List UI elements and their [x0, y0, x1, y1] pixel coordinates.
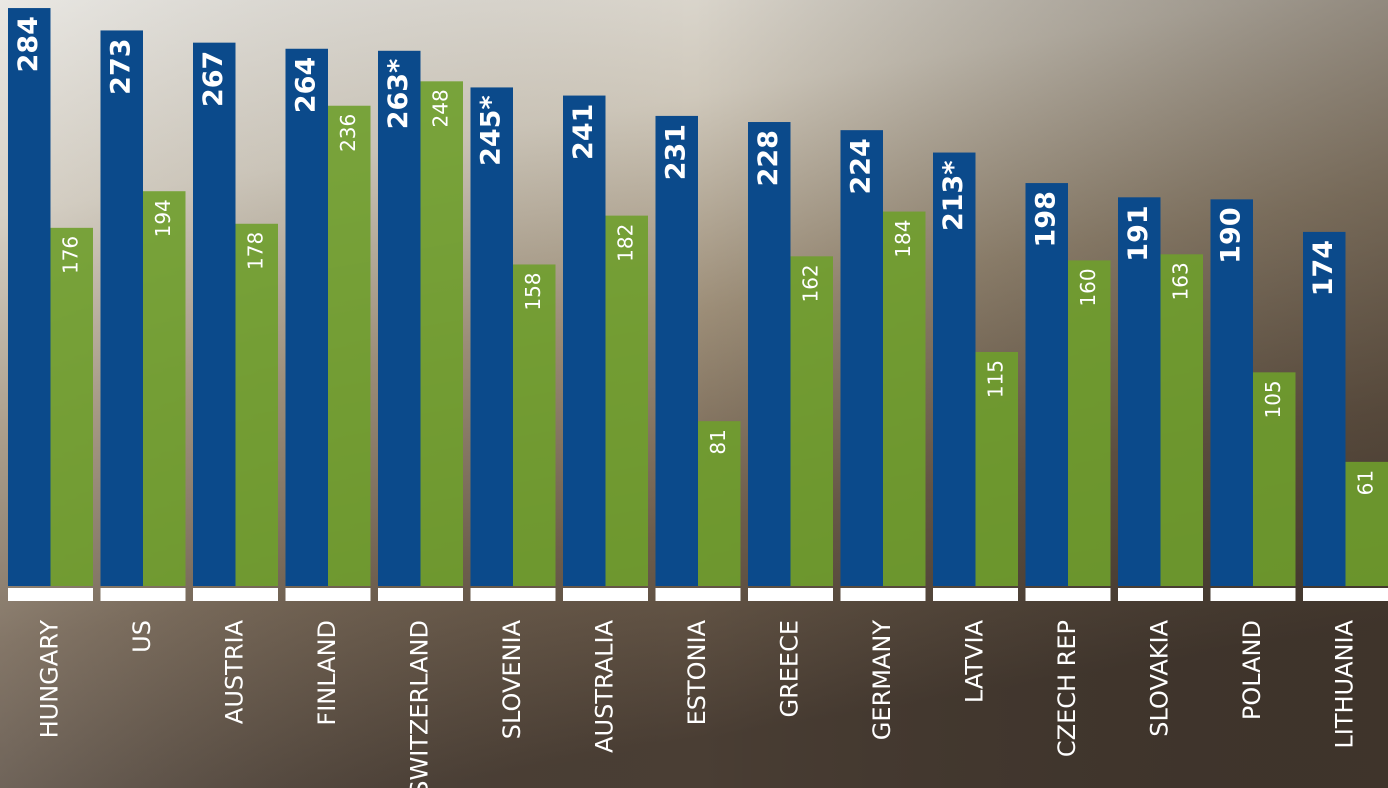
- category-base: [1211, 588, 1296, 601]
- value-label: 162: [798, 264, 822, 302]
- bar: [51, 228, 94, 586]
- value-label: 213*: [938, 161, 969, 231]
- x-tick-label: LITHUANIA: [1331, 619, 1359, 748]
- value-label: 245*: [475, 95, 506, 165]
- category-base: [101, 588, 186, 601]
- x-tick-label: HUNGARY: [36, 620, 64, 739]
- bar: [656, 116, 699, 586]
- value-label: 263*: [383, 59, 414, 129]
- x-tick-label: AUSTRIA: [221, 619, 249, 724]
- bar: [563, 96, 606, 586]
- x-tick-label: GREECE: [776, 620, 804, 718]
- value-label: 184: [891, 220, 915, 258]
- bar: [606, 216, 649, 586]
- value-label: 236: [336, 114, 360, 152]
- value-label: 273: [105, 38, 136, 94]
- category-base: [841, 588, 926, 601]
- value-label: 194: [151, 199, 175, 237]
- x-tick-label: US: [128, 620, 156, 653]
- category-base: [1303, 588, 1388, 601]
- bar: [513, 264, 556, 586]
- value-label: 163: [1168, 262, 1192, 300]
- value-label: 241: [568, 104, 599, 160]
- x-tick-label: LATVIA: [961, 619, 989, 703]
- bar: [791, 256, 834, 586]
- x-tick-label: SLOVAKIA: [1146, 619, 1174, 736]
- category-base: [471, 588, 556, 601]
- category-base: [748, 588, 833, 601]
- bar: [748, 122, 791, 586]
- category-base: [1118, 588, 1203, 601]
- category-base: [193, 588, 278, 601]
- x-tick-label: GERMANY: [868, 620, 896, 741]
- value-label: 160: [1076, 268, 1100, 306]
- value-label: 61: [1353, 470, 1377, 495]
- value-label: 174: [1308, 240, 1339, 296]
- category-base: [563, 588, 648, 601]
- bar: [236, 224, 279, 586]
- category-base: [286, 588, 371, 601]
- value-label: 81: [706, 429, 730, 454]
- category-base: [933, 588, 1018, 601]
- value-label: 176: [58, 236, 82, 274]
- value-label: 191: [1123, 205, 1154, 261]
- value-label: 198: [1030, 191, 1061, 247]
- value-label: 115: [983, 360, 1007, 398]
- x-tick-label: POLAND: [1238, 620, 1266, 720]
- bar: [421, 81, 464, 586]
- category-base: [1026, 588, 1111, 601]
- value-label: 105: [1261, 380, 1285, 418]
- bar: [143, 191, 186, 586]
- value-label: 158: [521, 272, 545, 310]
- value-label: 248: [428, 89, 452, 127]
- category-base: [656, 588, 741, 601]
- value-label: 190: [1215, 207, 1246, 263]
- bar: [841, 130, 884, 586]
- bar: [378, 51, 421, 586]
- category-base: [8, 588, 93, 601]
- bar: [286, 49, 329, 586]
- value-label: 267: [198, 51, 229, 107]
- bar: [1161, 254, 1204, 586]
- x-tick-label: FINLAND: [313, 620, 341, 726]
- bar: [1068, 260, 1111, 586]
- value-label: 264: [290, 57, 321, 113]
- chart: 284 176 HUNGARY 273 194 US 267 178 AUSTRIA 264 236…: [0, 0, 1388, 788]
- x-tick-label: CZECH REP: [1053, 620, 1081, 757]
- value-label: 178: [243, 232, 267, 270]
- value-label: 228: [753, 130, 784, 186]
- x-tick-label: SWITZERLAND: [406, 620, 434, 788]
- value-label: 182: [613, 224, 637, 262]
- value-label: 284: [13, 16, 44, 72]
- bar: [101, 30, 144, 586]
- bar: [8, 8, 51, 586]
- bar: [328, 106, 371, 586]
- category-base: [378, 588, 463, 601]
- value-label: 224: [845, 138, 876, 194]
- bar: [193, 43, 236, 586]
- value-label: 231: [660, 124, 691, 180]
- x-tick-label: ESTONIA: [683, 619, 711, 725]
- x-tick-label: SLOVENIA: [498, 619, 526, 739]
- bar: [883, 212, 926, 586]
- x-tick-label: AUSTRALIA: [591, 619, 619, 752]
